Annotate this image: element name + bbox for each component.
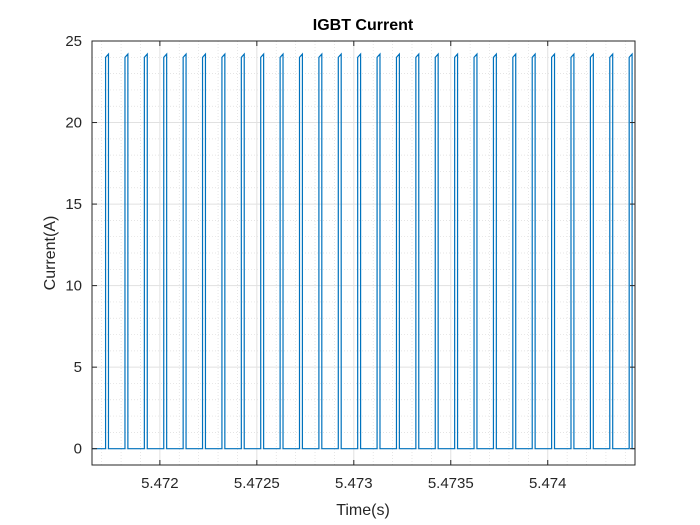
x-tick-label: 5.472 [141,475,179,492]
y-tick-label: 5 [74,359,82,376]
plot-frame [91,40,636,466]
major-grid [92,40,635,465]
y-tick-label: 0 [74,441,82,458]
x-tick-label: 5.4725 [234,475,280,492]
y-tick-label: 10 [65,278,82,295]
y-axis-ticks: 0 5 10 15 20 25 [65,33,635,458]
y-axis-label: Current(A) [42,216,59,291]
chart-title: IGBT Current [313,17,414,34]
series-line [92,52,635,450]
series-layer [92,52,635,450]
y-tick-label: 15 [65,196,82,213]
x-axis-label: Time(s) [336,502,390,519]
x-tick-label: 5.4735 [428,475,474,492]
y-tick-label: 25 [65,33,82,50]
x-axis-ticks: 5.472 5.4725 5.473 5.4735 5.474 [141,41,567,492]
x-tick-label: 5.474 [529,475,567,492]
x-tick-label: 5.473 [335,475,373,492]
y-tick-label: 20 [65,115,82,132]
